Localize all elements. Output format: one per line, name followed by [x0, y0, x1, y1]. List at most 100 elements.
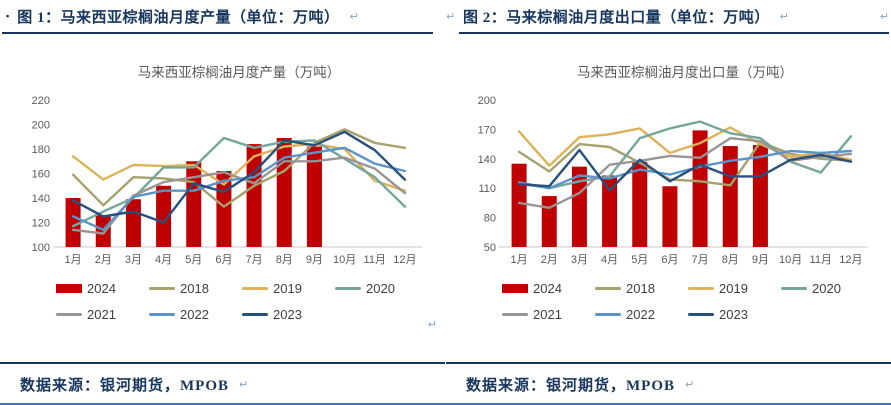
y-axis-tick-label: 140: [32, 193, 50, 205]
legend-item-2023: 2023: [688, 307, 781, 322]
x-axis-label: 6月: [661, 254, 678, 266]
chart-title: 马来西亚棕榈油月度出口量（万吨）: [577, 65, 793, 80]
line-2019: [517, 126, 853, 167]
list-bullet-icon: ▪: [6, 10, 10, 21]
y-axis-tick-label: 220: [32, 95, 50, 107]
legend-label: 2018: [180, 281, 209, 296]
legend-label: 2023: [273, 307, 302, 322]
bar-2024-3月: [125, 199, 141, 247]
legend-swatch-2022: [149, 313, 175, 316]
figure1-header: ▪ 图 1：马来西亚棕榈油月度产量（单位：万吨） ↵: [2, 0, 433, 34]
y-axis-tick-label: 110: [478, 183, 496, 195]
line-2018: [71, 128, 407, 208]
x-axis-label: 3月: [571, 254, 588, 266]
figure2-panel: ↵ 图 2：马来棕榈油月度出口量（单位：万吨） ↵ ↵ 马来西亚棕榈油月度出口量…: [446, 0, 891, 405]
legend-label: 2018: [626, 281, 655, 296]
paragraph-mark-icon: ↵: [349, 9, 359, 23]
bar-2024-8月: [722, 146, 738, 247]
legend-item-2019: 2019: [242, 281, 335, 296]
bar-2024-2月: [95, 215, 111, 247]
legend-item-2018: 2018: [595, 281, 688, 296]
x-axis-label: 5月: [631, 254, 648, 266]
x-axis-label: 4月: [601, 254, 618, 266]
production-chart: 马来西亚棕榈油月度产量（万吨） 100 120 140 160 180 200 220 1月 2月…: [32, 65, 422, 266]
x-axis-label: 11月: [810, 254, 832, 266]
legend-swatch-2021: [502, 313, 528, 316]
source-text: 数据来源：银河期货，MPOB: [20, 378, 229, 394]
line-2020: [517, 120, 853, 190]
y-axis-tick-label: 160: [32, 169, 50, 181]
legend-swatch-2023: [242, 313, 268, 316]
legend-label: 2019: [719, 281, 748, 296]
legend-swatch-2019: [242, 287, 268, 290]
legend-label: 2023: [719, 307, 748, 322]
figure1-panel: ▪ 图 1：马来西亚棕榈油月度产量（单位：万吨） ↵ 马来西亚棕榈油月度产量（万…: [0, 0, 445, 405]
bar-2024-5月: [186, 161, 202, 247]
y-axis-tick-label: 50: [484, 242, 496, 254]
legend-item-2022: 2022: [149, 307, 242, 322]
legend-label: 2021: [533, 307, 562, 322]
line-2019: [71, 142, 407, 192]
bar-2024-1月: [65, 198, 81, 247]
legend-label: 2020: [812, 281, 841, 296]
x-axis-label: 12月: [839, 254, 862, 266]
legend-item-2021: 2021: [502, 307, 595, 322]
paragraph-mark-icon: ↵: [446, 10, 456, 23]
legend-item-2021: 2021: [56, 307, 149, 322]
y-axis-tick-label: 120: [32, 218, 50, 230]
x-axis-label: 1月: [65, 254, 82, 266]
legend-label: 2019: [273, 281, 302, 296]
figure2-source: 数据来源：银河期货，MPOB ↵: [446, 362, 891, 405]
bar-2024-4月: [602, 175, 618, 247]
legend-swatch-2024: [56, 284, 82, 293]
legend-swatch-2018: [149, 287, 175, 290]
bar-2024-9月: [752, 145, 768, 247]
figure1-caption: 图 1：马来西亚棕榈油月度产量（单位：万吨）: [17, 9, 340, 26]
y-axis-tick-label: 200: [478, 95, 496, 107]
legend-item-2023: 2023: [242, 307, 335, 322]
x-axis-label: 3月: [125, 254, 142, 266]
table-bottom-border: [0, 403, 891, 405]
line-2022: [71, 146, 407, 232]
x-axis-label: 12月: [393, 254, 416, 266]
figure1-source: 数据来源：银河期货，MPOB ↵: [0, 362, 445, 405]
bar-2024-7月: [246, 144, 262, 247]
export-chart-legend: 2024 2018 2019 2020 2021 2022 2023: [502, 281, 874, 322]
legend-swatch-2020: [335, 287, 361, 290]
x-axis-label: 7月: [692, 254, 709, 266]
bar-2024-7月: [692, 130, 708, 247]
figure2-header: 图 2：马来棕榈油月度出口量（单位：万吨） ↵ ↵: [459, 0, 889, 34]
x-axis-label: 11月: [364, 254, 386, 266]
export-chart: 马来西亚棕榈油月度出口量（万吨） 50 80 110 140 170 200 1月 2月 3月 4月…: [478, 65, 868, 266]
legend-item-2024: 2024: [502, 281, 595, 296]
legend-swatch-2022: [595, 313, 621, 316]
legend-label: 2022: [626, 307, 655, 322]
x-axis-label: 9月: [306, 254, 323, 266]
legend-label: 2021: [87, 307, 116, 322]
bar-2024-9月: [306, 146, 322, 247]
line-2018: [517, 140, 853, 187]
x-axis-label: 8月: [276, 254, 293, 266]
y-axis-tick-label: 80: [484, 213, 496, 225]
legend-swatch-2018: [595, 287, 621, 290]
y-axis-tick-label: 200: [32, 120, 50, 132]
x-axis-label: 2月: [541, 254, 558, 266]
x-axis-label: 5月: [185, 254, 202, 266]
paragraph-mark-icon: ↵: [779, 9, 789, 23]
legend-swatch-2023: [688, 313, 714, 316]
y-axis-tick-label: 170: [478, 124, 496, 136]
paragraph-mark-icon: ↵: [685, 378, 695, 391]
source-text: 数据来源：银河期货，MPOB: [466, 378, 675, 394]
x-axis-label: 10月: [333, 254, 356, 266]
x-axis-label: 8月: [722, 254, 739, 266]
x-axis-label: 2月: [95, 254, 112, 266]
legend-item-2020: 2020: [335, 281, 428, 296]
bar-2024-8月: [276, 137, 292, 247]
x-axis-label: 7月: [246, 254, 263, 266]
y-axis-tick-label: 140: [478, 154, 496, 166]
bar-2024-2月: [541, 196, 557, 247]
legend-label: 2024: [533, 281, 562, 296]
legend-item-2022: 2022: [595, 307, 688, 322]
y-axis-tick-label: 180: [32, 144, 50, 156]
